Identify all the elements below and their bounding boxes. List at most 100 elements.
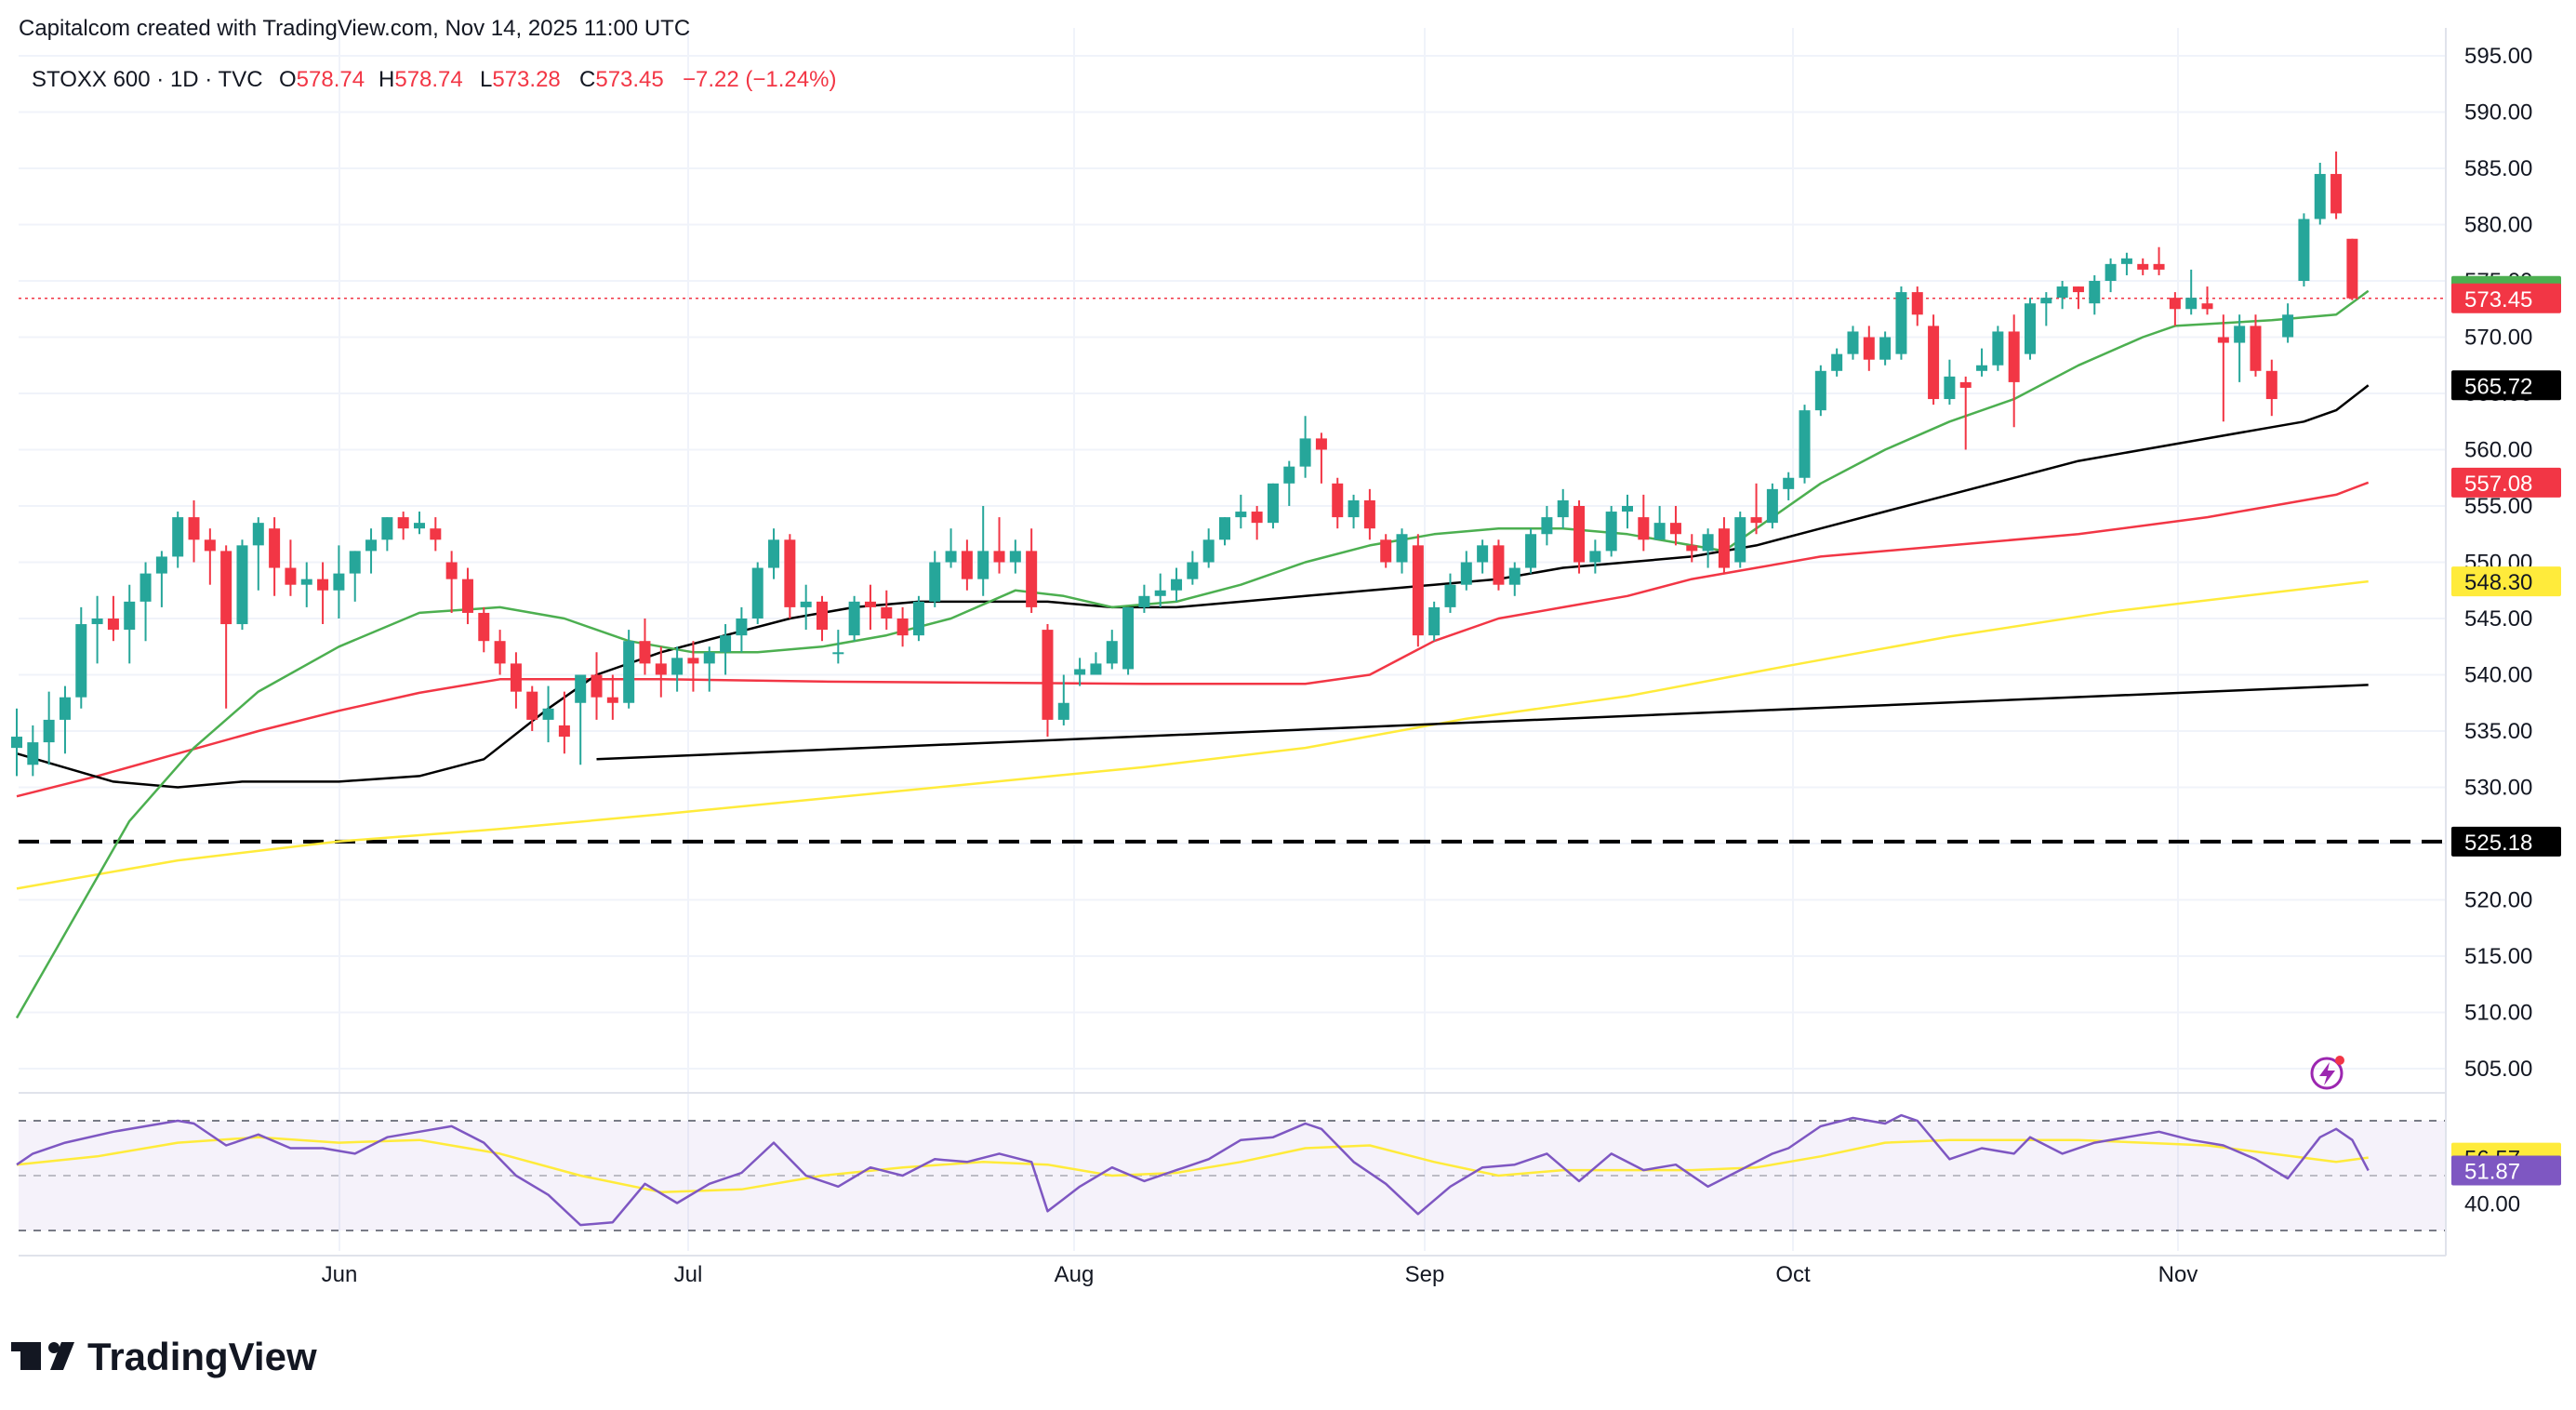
candle-body: [2185, 298, 2198, 310]
tradingview-logo: TradingView: [11, 1335, 317, 1378]
candle: [188, 499, 200, 563]
close-value: 573.45: [595, 67, 663, 92]
candle: [2265, 359, 2277, 417]
candle-body: [300, 579, 312, 585]
x-tick-label: Aug: [1055, 1262, 1095, 1287]
candle-body: [1508, 567, 1520, 585]
candle: [1863, 326, 1875, 371]
candle-body: [2201, 303, 2213, 310]
x-tick-label: Jul: [674, 1262, 703, 1287]
rsi-value-label-text: 51.87: [2464, 1159, 2520, 1184]
candle: [1525, 528, 1537, 574]
candle: [1251, 506, 1263, 540]
candle: [252, 517, 264, 591]
candle-body: [2314, 174, 2326, 219]
candle: [1895, 286, 1907, 360]
rsi-tick-label: 40.00: [2464, 1192, 2520, 1217]
candle-body: [784, 539, 796, 607]
candle: [2089, 274, 2101, 315]
candle-body: [1879, 337, 1892, 360]
candle: [1026, 528, 1038, 613]
candle-body: [269, 528, 281, 568]
candle-body: [1605, 512, 1617, 552]
candle-body: [91, 619, 103, 625]
candle: [1669, 506, 1681, 546]
candle: [1202, 528, 1215, 568]
candle-body: [591, 674, 603, 698]
candle-body: [896, 619, 909, 636]
candle: [2234, 314, 2246, 382]
candle: [542, 685, 554, 743]
candle-body: [43, 719, 55, 743]
candle: [864, 584, 876, 631]
candle: [43, 691, 55, 765]
candle-body: [1057, 702, 1069, 720]
candle-body: [1847, 331, 1859, 354]
candle: [1879, 331, 1892, 366]
candle-body: [430, 528, 442, 540]
candle-body: [1219, 517, 1230, 540]
candle-body: [1622, 506, 1633, 512]
candle: [381, 517, 393, 552]
candle-body: [445, 562, 458, 579]
candle-body: [1525, 534, 1537, 568]
candle-body: [75, 624, 87, 698]
candle: [1267, 483, 1279, 529]
candle-body: [929, 562, 941, 602]
candle: [2201, 286, 2213, 315]
candle-body: [2250, 326, 2262, 371]
candle-body: [1686, 545, 1698, 552]
candle-body: [1638, 517, 1650, 540]
candle-body: [1959, 381, 1972, 388]
x-tick-label: Nov: [2158, 1262, 2198, 1287]
candle: [2105, 258, 2117, 293]
price-label-ma200: 548.30: [2451, 566, 2561, 597]
candle-body: [575, 674, 587, 703]
candle: [236, 539, 248, 631]
candle: [784, 534, 796, 619]
candle-body: [832, 652, 844, 655]
candle: [1766, 483, 1778, 529]
candle-body: [1187, 562, 1199, 579]
candle-body: [2056, 286, 2068, 299]
ma200-line: [16, 579, 2369, 890]
candle-body: [285, 567, 297, 585]
candle-body: [155, 556, 167, 574]
candle: [1074, 658, 1086, 686]
y-tick-label: 510.00: [2464, 1001, 2532, 1026]
candle-body: [977, 551, 989, 579]
candle-body: [623, 641, 635, 703]
candle-body: [1009, 551, 1021, 563]
candle: [1090, 652, 1102, 675]
candle-body: [510, 663, 522, 692]
candle-body: [1557, 499, 1569, 518]
candle: [1460, 551, 1472, 591]
candle-body: [494, 641, 506, 664]
price-label-level: 525.18: [2451, 826, 2561, 857]
candle-body: [1863, 337, 1875, 360]
candle: [333, 545, 345, 619]
candle: [1283, 460, 1295, 506]
candle: [124, 584, 136, 664]
candle: [929, 551, 941, 607]
candle-body: [1380, 539, 1392, 563]
candle: [1686, 534, 1698, 563]
candle-body: [720, 635, 732, 653]
candle: [2040, 292, 2052, 326]
price-pane: [11, 151, 2446, 1019]
candle-body: [1814, 370, 1826, 411]
candle-body: [1026, 551, 1038, 607]
candle: [2314, 162, 2326, 225]
candle: [1477, 539, 1489, 574]
candle-body: [397, 517, 409, 529]
candle-body: [671, 658, 684, 675]
candle-body: [2008, 331, 2020, 382]
candle-body: [1750, 517, 1762, 524]
candle-body: [11, 737, 22, 749]
open-value: 578.74: [297, 67, 365, 92]
candle-body: [107, 619, 119, 631]
flash-icon[interactable]: [2310, 1056, 2344, 1090]
candle: [977, 506, 989, 596]
candle: [91, 595, 103, 664]
rsi-pane: [16, 1113, 2370, 1227]
